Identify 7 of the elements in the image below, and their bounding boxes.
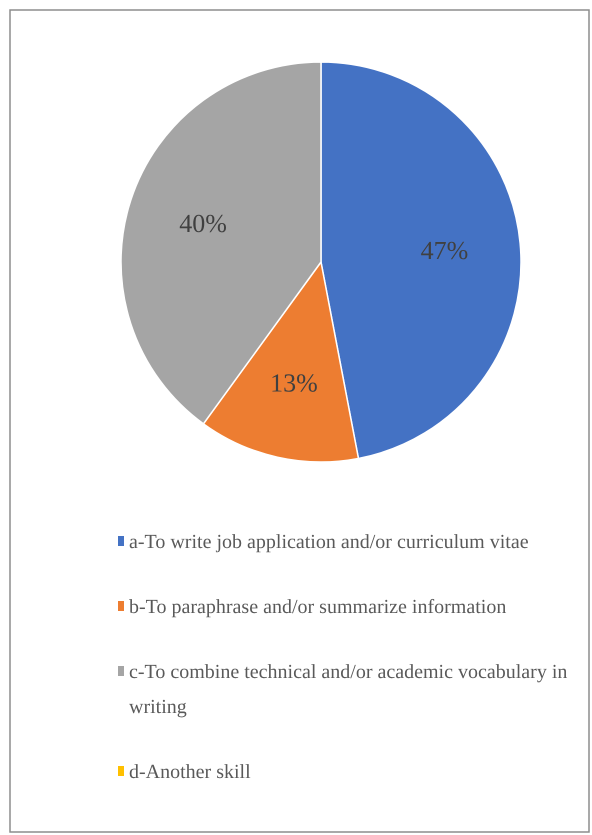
legend-label: a-To write job application and/or curriculum vitae — [129, 531, 529, 553]
legend-label: d-Another skill — [129, 761, 252, 783]
data-label: 13% — [270, 368, 318, 398]
data-label: 40% — [179, 209, 227, 238]
legend-label: b-To paraphrase and/or summarize information — [129, 596, 506, 618]
legend-label: c-To combine technical and/or academic vocabulary in writing — [129, 661, 568, 718]
data-label: 47% — [420, 236, 468, 265]
